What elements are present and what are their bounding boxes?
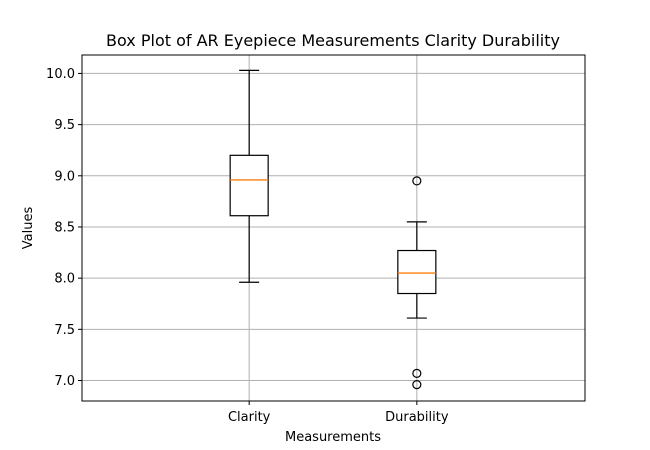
- x-tick-label: Clarity: [228, 410, 271, 425]
- y-tick-label: 8.5: [54, 220, 75, 235]
- plot-frame: [81, 54, 586, 402]
- y-tick-label: 8.0: [54, 272, 75, 287]
- box-layer: [229, 69, 437, 390]
- iqr-box: [397, 249, 437, 295]
- iqr-box: [229, 154, 269, 217]
- outlier-point: [412, 380, 422, 390]
- box-group: [397, 176, 437, 390]
- x-tick-label: Durability: [385, 410, 449, 425]
- x-axis-label: Measurements: [285, 430, 381, 445]
- y-tick-label: 10.0: [46, 67, 75, 82]
- tick-layer: 7.0 7.5 8.0 8.5 9.0 9.5 10.0 Clarity Durability: [46, 67, 449, 425]
- chart-title: Box Plot of AR Eyepiece Measurements Cla…: [106, 31, 560, 50]
- outlier-point: [412, 176, 422, 186]
- outlier-point: [412, 368, 422, 378]
- box-group: [229, 69, 269, 283]
- y-tick-label: 9.0: [54, 169, 75, 184]
- y-tick-label: 7.5: [54, 323, 75, 338]
- y-tick-label: 9.5: [54, 118, 75, 133]
- y-tick-label: 7.0: [54, 374, 75, 389]
- y-axis-label: Values: [21, 207, 36, 250]
